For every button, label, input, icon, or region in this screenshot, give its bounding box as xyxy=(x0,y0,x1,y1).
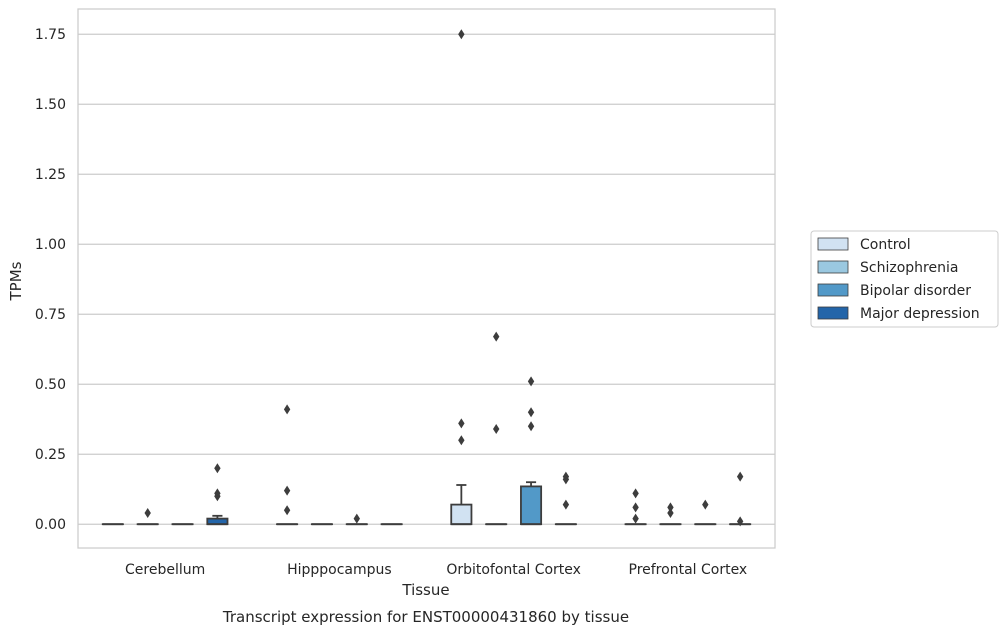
outlier-point xyxy=(458,29,465,40)
x-tick-label: Orbitofontal Cortex xyxy=(446,562,581,578)
legend-label: Bipolar disorder xyxy=(860,283,971,299)
outlier-point xyxy=(458,418,465,429)
box xyxy=(450,484,473,526)
outlier-point xyxy=(493,424,500,434)
legend-label: Schizophrenia xyxy=(860,260,958,276)
y-tick-label: 0.25 xyxy=(35,447,66,463)
legend-label: Major depression xyxy=(860,306,980,322)
boxes xyxy=(101,481,752,526)
outlier-point xyxy=(527,421,535,432)
plot-frame xyxy=(77,8,776,549)
legend-swatch xyxy=(817,283,849,297)
outlier-point xyxy=(527,376,535,387)
y-axis-label: TPMs xyxy=(7,261,25,301)
legend-swatch xyxy=(817,237,849,251)
y-tick-label: 1.25 xyxy=(35,167,66,183)
outlier-point xyxy=(667,502,674,513)
box-body xyxy=(520,485,543,526)
outlier-point xyxy=(214,463,221,474)
y-axis: 0.00 0.25 0.50 0.75 1.00 1.25 1.50 1.75 xyxy=(35,27,66,533)
outliers xyxy=(144,29,744,527)
gridlines xyxy=(78,33,775,525)
legend: Control Schizophrenia Bipolar disorder Majo… xyxy=(810,230,999,328)
outlier-point xyxy=(562,499,570,510)
outlier-point xyxy=(632,513,639,524)
legend-frame xyxy=(810,230,999,328)
outlier-point xyxy=(283,505,291,516)
outlier-point xyxy=(562,474,570,485)
legend-swatch xyxy=(817,306,849,320)
outlier-point xyxy=(667,508,674,518)
y-tick-label: 0.00 xyxy=(35,517,66,533)
outlier-point xyxy=(632,488,639,499)
chart-caption: Transcript expression for ENST0000043186… xyxy=(222,608,629,626)
y-tick-label: 0.50 xyxy=(35,377,66,393)
x-axis-label: Tissue xyxy=(401,581,449,599)
outlier-point xyxy=(736,471,744,482)
outlier-point xyxy=(736,516,744,527)
outlier-point xyxy=(632,502,639,513)
y-tick-label: 1.50 xyxy=(35,97,66,113)
outlier-point xyxy=(283,485,291,496)
y-tick-label: 0.75 xyxy=(35,307,66,323)
outlier-point xyxy=(283,404,291,415)
x-tick-label: Prefrontal Cortex xyxy=(629,562,748,578)
box xyxy=(520,481,543,526)
outlier-point xyxy=(493,331,500,342)
x-axis: Cerebellum Hipppocampus Orbitofontal Corte… xyxy=(125,562,747,578)
outlier-point xyxy=(527,407,535,418)
outlier-point xyxy=(144,508,151,518)
outlier-point xyxy=(458,435,465,446)
box xyxy=(206,514,229,526)
outlier-point xyxy=(353,513,360,524)
outlier-point xyxy=(214,491,221,502)
legend-swatch xyxy=(817,260,849,274)
outlier-point xyxy=(702,499,709,510)
x-tick-label: Hipppocampus xyxy=(287,562,392,578)
y-tick-label: 1.75 xyxy=(35,27,66,43)
x-tick-label: Cerebellum xyxy=(125,562,205,578)
legend-label: Control xyxy=(860,237,911,253)
y-tick-label: 1.00 xyxy=(35,237,66,253)
box-body xyxy=(450,503,473,526)
